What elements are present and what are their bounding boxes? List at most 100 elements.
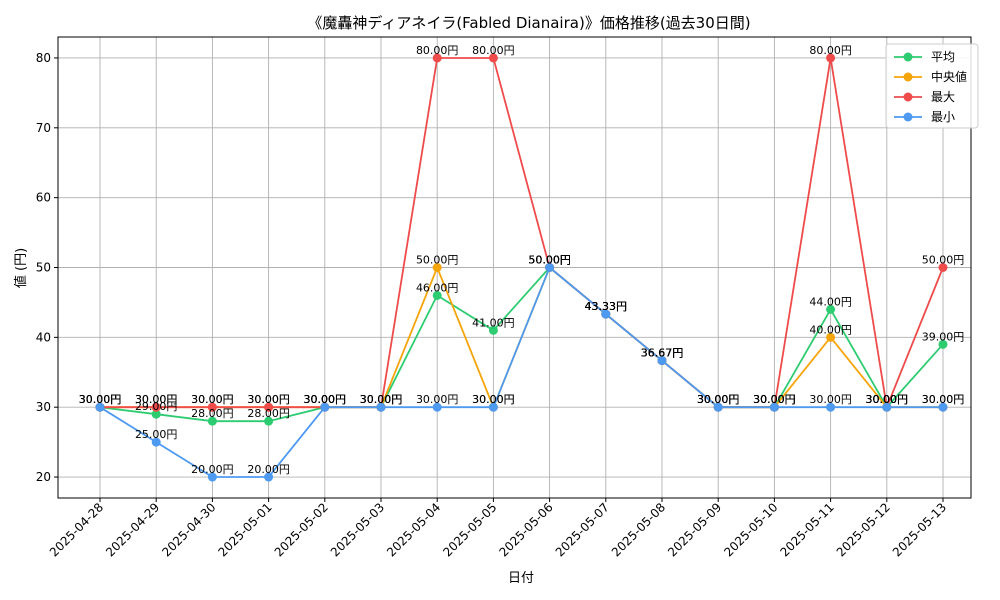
data-label-s2-11: 30.00円 (697, 393, 740, 406)
point-s2-7 (488, 53, 498, 63)
data-label-s1-14: 30.00円 (866, 393, 909, 406)
data-label-s1-8: 50.00円 (528, 254, 571, 267)
data-label-s3-10: 36.67円 (641, 347, 684, 360)
x-tick-label-2025-04-28: 2025-04-28 (47, 500, 106, 559)
data-label-s3-4: 30.00円 (304, 393, 347, 406)
point-s3-6 (432, 402, 442, 412)
data-label-s1-15: 30.00円 (922, 393, 965, 406)
data-label-s3-2: 20.00円 (191, 463, 234, 476)
data-label-s2-9: 43.33円 (585, 300, 628, 313)
data-label-s1-1: 30.00円 (135, 393, 178, 406)
x-tick-label-2025-04-29: 2025-04-29 (103, 500, 162, 559)
point-s3-4 (320, 402, 330, 412)
data-label-s1-10: 36.67円 (641, 347, 684, 360)
y-axis-ticks: 20 30 40 50 60 70 80 (36, 51, 58, 484)
y-axis-label: 値 (円) (13, 248, 29, 288)
x-tick-label-2025-04-30: 2025-04-30 (159, 500, 218, 559)
point-s3-15 (938, 402, 948, 412)
data-label-s1-9: 43.33円 (585, 300, 628, 313)
data-label-s3-8: 50.00円 (528, 254, 571, 267)
x-tick-label-2025-05-12: 2025-05-12 (834, 500, 893, 559)
point-s0-2 (207, 416, 217, 426)
point-s2-6 (432, 53, 442, 63)
data-label-s2-4: 30.00円 (304, 393, 347, 406)
series-line-2 (100, 57, 944, 411)
legend-label-0: 平均 (931, 50, 955, 64)
x-axis-label: 日付 (508, 571, 534, 586)
series-line-3 (99, 266, 943, 478)
x-tick-label-2025-05-07: 2025-05-07 (553, 500, 612, 559)
series-line-0 (99, 266, 944, 423)
x-tick-label-2025-05-11: 2025-05-11 (778, 500, 837, 559)
y-tick-label-60: 60 (36, 191, 51, 205)
data-label-s1-4: 30.00円 (304, 393, 347, 406)
point-s3-9 (601, 309, 611, 319)
point-s0-1 (151, 409, 161, 419)
point-s1-6 (432, 263, 442, 272)
point-s3-11 (713, 402, 723, 412)
point-s2-15 (938, 263, 948, 272)
data-label-s1-6: 50.00円 (416, 254, 459, 267)
legend-marker-3 (903, 112, 913, 122)
data-label-s3-0: 30.00円 (79, 393, 122, 406)
data-label-s0-13: 44.00円 (809, 295, 852, 308)
data-label-s2-10: 36.67円 (641, 347, 684, 360)
data-label-s2-2: 30.00円 (191, 393, 234, 406)
data-label-s2-15: 50.00円 (922, 254, 965, 267)
data-label-s3-14: 30.00円 (866, 393, 909, 406)
point-s3-2 (207, 472, 217, 482)
data-label-s1-0: 30.00円 (79, 393, 122, 406)
data-label-s0-1: 29.00円 (135, 400, 178, 413)
point-s0-6 (432, 290, 442, 300)
point-s2-13 (826, 53, 836, 63)
data-label-s0-10: 36.67円 (641, 347, 684, 360)
x-tick-label-2025-05-08: 2025-05-08 (609, 500, 668, 559)
data-label-s2-12: 30.00円 (753, 393, 796, 406)
data-label-s0-12: 30.00円 (753, 393, 796, 406)
data-label-s0-3: 28.00円 (247, 407, 290, 420)
x-tick-label-2025-05-10: 2025-05-10 (721, 500, 780, 559)
data-label-s0-15: 39.00円 (922, 330, 965, 343)
x-tick-label-2025-05-01: 2025-05-01 (216, 500, 275, 559)
legend-marker-2 (903, 92, 913, 102)
data-label-s3-12: 30.00円 (753, 393, 796, 406)
data-label-s1-3: 30.00円 (247, 393, 290, 406)
point-s1-13 (826, 332, 836, 342)
data-label-s2-7: 80.00円 (472, 44, 515, 57)
x-tick-label-2025-05-03: 2025-05-03 (328, 500, 387, 559)
data-label-s1-5: 30.00円 (360, 393, 403, 406)
data-label-s0-8: 50.00円 (528, 254, 571, 267)
x-tick-label-2025-05-13: 2025-05-13 (890, 500, 949, 559)
data-label-s1-11: 30.00円 (697, 393, 740, 406)
series-lines (95, 53, 948, 482)
data-label-s2-3: 30.00円 (247, 393, 290, 406)
data-label-s0-5: 30.00円 (360, 393, 403, 406)
legend-label-2: 最大 (931, 90, 955, 104)
data-label-s3-5: 30.00円 (360, 393, 403, 406)
data-label-s0-4: 30.00円 (304, 393, 347, 406)
data-label-s1-13: 40.00円 (809, 323, 852, 336)
y-tick-label-50: 50 (36, 261, 51, 275)
x-axis-ticks: 2025-04-282025-04-292025-04-302025-05-01… (47, 498, 949, 559)
data-label-s3-6: 30.00円 (416, 393, 459, 406)
data-label-s2-8: 50.00円 (528, 254, 571, 267)
data-label-s0-0: 30.00円 (79, 393, 122, 406)
data-label-s1-12: 30.00円 (753, 393, 796, 406)
data-label-s2-6: 80.00円 (416, 44, 459, 57)
point-s2-2 (207, 402, 217, 412)
legend-label-3: 最小 (931, 110, 955, 124)
legend-label-1: 中央値 (931, 69, 967, 84)
data-label-s1-7: 30.00円 (472, 393, 515, 406)
data-label-s3-1: 25.00円 (135, 428, 178, 441)
data-label-s3-11: 30.00円 (697, 393, 740, 406)
data-label-s3-13: 30.00円 (809, 393, 852, 406)
legend-box (885, 43, 979, 129)
point-s0-3 (264, 416, 274, 426)
point-s3-12 (769, 402, 779, 412)
point-s3-10 (657, 356, 667, 366)
legend-marker-0 (903, 52, 913, 62)
y-tick-label-30: 30 (36, 400, 51, 414)
data-label-s1-2: 30.00円 (191, 393, 234, 406)
